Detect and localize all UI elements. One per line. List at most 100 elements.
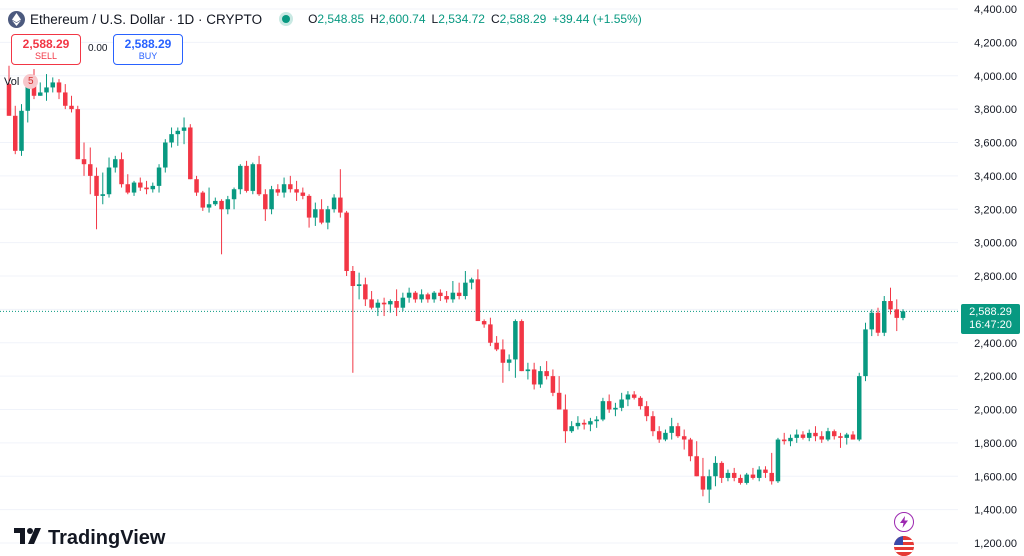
candle-body bbox=[269, 189, 274, 210]
candle-body bbox=[506, 359, 512, 363]
candle-body bbox=[881, 301, 887, 333]
candle-body bbox=[413, 292, 418, 300]
last-price-value: 2,588.29 bbox=[969, 306, 1012, 318]
candle bbox=[369, 291, 374, 310]
y-tick-label: 1,200.00 bbox=[974, 538, 1017, 550]
candle bbox=[813, 426, 818, 442]
volume-legend[interactable]: Vol 5 bbox=[4, 74, 39, 89]
candle-body bbox=[81, 159, 87, 165]
y-tick-label: 3,200.00 bbox=[974, 204, 1017, 216]
candle bbox=[63, 84, 68, 110]
candle-body bbox=[175, 130, 181, 135]
candle-body bbox=[700, 476, 706, 490]
candle-body bbox=[294, 189, 299, 193]
candle bbox=[688, 437, 693, 462]
buy-button[interactable]: 2,588.29 BUY bbox=[113, 34, 183, 65]
candle-body bbox=[775, 439, 781, 482]
candle-body bbox=[738, 477, 743, 483]
candle bbox=[606, 394, 612, 413]
candle-body bbox=[750, 474, 756, 478]
candle-body bbox=[531, 369, 537, 385]
candle-body bbox=[419, 294, 424, 300]
candle bbox=[694, 441, 699, 477]
candle bbox=[819, 431, 824, 443]
candle-body bbox=[231, 189, 237, 200]
candle-body bbox=[588, 421, 593, 425]
candle bbox=[250, 162, 256, 195]
price-axis[interactable]: 4,400.00 4,200.00 4,000.00 3,800.00 3,600.00… bbox=[974, 4, 1017, 550]
candle-body bbox=[381, 302, 387, 305]
candle-body bbox=[644, 406, 649, 417]
candle bbox=[238, 164, 243, 195]
tradingview-logo[interactable]: TradingView bbox=[14, 527, 165, 550]
candle-body bbox=[63, 92, 68, 106]
candle bbox=[613, 402, 618, 417]
candle bbox=[575, 416, 581, 430]
candle bbox=[569, 421, 574, 433]
candle-body bbox=[456, 292, 462, 297]
candle bbox=[381, 297, 387, 317]
sell-button[interactable]: 2,588.29 SELL bbox=[11, 34, 81, 65]
candle-body bbox=[575, 422, 581, 427]
candle-body bbox=[313, 209, 318, 218]
candle-body bbox=[406, 292, 412, 298]
candle-body bbox=[88, 164, 93, 176]
candle bbox=[6, 65, 12, 116]
candle bbox=[125, 174, 131, 195]
candle bbox=[156, 164, 162, 193]
candle-body bbox=[888, 301, 893, 310]
candle bbox=[163, 139, 168, 173]
candle bbox=[44, 74, 49, 101]
candle bbox=[169, 127, 174, 148]
candle-body bbox=[519, 321, 524, 372]
candle-body bbox=[675, 426, 681, 437]
candle bbox=[713, 456, 718, 487]
symbol-title[interactable]: Ethereum / U.S. Dollar · 1D · CRYPTO bbox=[30, 11, 263, 27]
candle bbox=[650, 411, 656, 437]
candle bbox=[800, 431, 806, 440]
candle bbox=[306, 194, 312, 228]
candle bbox=[831, 429, 837, 440]
candle-body bbox=[300, 192, 306, 196]
candle-body bbox=[681, 436, 687, 440]
candle-body bbox=[119, 159, 124, 185]
candle-body bbox=[44, 87, 49, 93]
candle-body bbox=[281, 184, 287, 193]
candle bbox=[544, 361, 549, 380]
candle-body bbox=[831, 431, 837, 437]
candle bbox=[338, 169, 343, 218]
candle-body bbox=[388, 301, 393, 305]
candle bbox=[506, 354, 512, 372]
candle-body bbox=[288, 184, 293, 190]
candle bbox=[838, 432, 843, 448]
candle-body bbox=[106, 167, 112, 195]
candle bbox=[50, 77, 56, 93]
candle-body bbox=[25, 84, 31, 111]
candle-body bbox=[19, 110, 24, 151]
candle bbox=[781, 432, 787, 445]
candle bbox=[213, 197, 218, 206]
candle-body bbox=[706, 476, 712, 490]
candle-body bbox=[250, 164, 256, 191]
candle bbox=[863, 322, 868, 382]
candle bbox=[406, 287, 412, 303]
candle bbox=[450, 281, 456, 303]
candle bbox=[794, 429, 799, 443]
candle-body bbox=[825, 431, 831, 440]
lightning-icon[interactable] bbox=[894, 512, 914, 532]
candle-body bbox=[181, 127, 187, 131]
last-price-badge: 2,588.29 16:47:20 bbox=[961, 304, 1020, 334]
y-tick-label: 3,000.00 bbox=[974, 238, 1017, 250]
us-flag-icon[interactable] bbox=[894, 536, 914, 556]
candle bbox=[788, 434, 793, 447]
candle-body bbox=[344, 212, 349, 271]
candle-body bbox=[31, 84, 37, 96]
candle bbox=[475, 269, 481, 322]
candle-body bbox=[275, 189, 281, 193]
candle-body bbox=[819, 436, 824, 440]
candle-body bbox=[869, 312, 874, 330]
candle bbox=[319, 199, 324, 225]
candle-body bbox=[538, 371, 543, 385]
candle-body bbox=[625, 394, 631, 400]
